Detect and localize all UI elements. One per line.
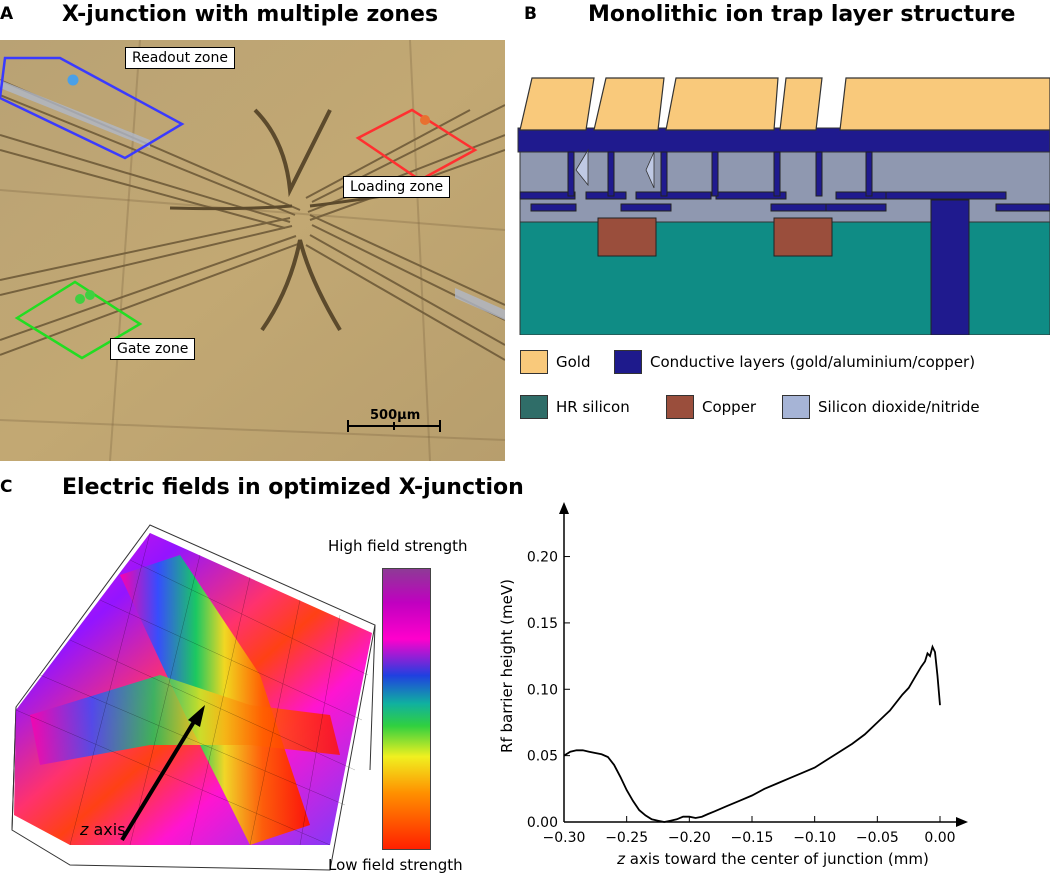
y-tick-label: 0.20 — [527, 550, 558, 566]
legend-gold-label: Gold — [556, 353, 591, 371]
gold-swatch — [520, 350, 548, 374]
loading-ion — [420, 115, 430, 125]
gate-ion-2 — [85, 290, 95, 300]
z-axis-label-rest: axis — [88, 820, 126, 839]
gate-zone-box — [14, 280, 143, 360]
chart-svg: −0.30 −0.25 −0.20 −0.15 −0.10 −0.05 0.00 0.00 0.… — [498, 502, 968, 868]
panel-b-letter: B — [524, 4, 537, 24]
x-axis-label-italic: z — [616, 850, 626, 868]
panel-a-title: X-junction with multiple zones — [62, 2, 439, 27]
x-tick-label: −0.10 — [793, 830, 836, 846]
y-axis-label: Rf barrier height (meV) — [498, 579, 516, 753]
legend-hr-silicon: HR silicon — [520, 395, 630, 419]
gate-zone-label: Gate zone — [110, 338, 196, 360]
colorbar-low-label: Low field strength — [328, 856, 463, 874]
z-axis-label-italic: z — [80, 820, 89, 839]
loading-zone-box — [355, 108, 478, 182]
gold-electrode-1 — [519, 77, 595, 131]
copper-swatch — [666, 395, 694, 419]
legend-hr-silicon-label: HR silicon — [556, 398, 630, 416]
colorbar-high-label: High field strength — [328, 537, 468, 555]
legend-gold: Gold — [520, 350, 591, 374]
y-tick-label: 0.00 — [527, 815, 558, 831]
x-axis-label-rest: axis toward the center of junction (mm) — [625, 850, 929, 868]
panel-a-letter: A — [0, 4, 14, 24]
x-tick-label: −0.05 — [856, 830, 899, 846]
readout-ion — [67, 74, 79, 86]
copper-block-1 — [597, 217, 657, 257]
z-axis-arrow — [120, 718, 197, 842]
x-tick-label: −0.15 — [731, 830, 774, 846]
copper-block-2 — [773, 217, 833, 257]
barrier-height-chart: −0.30 −0.25 −0.20 −0.15 −0.10 −0.05 0.00 0.00 0.… — [490, 500, 1050, 881]
y-axis-arrowhead — [559, 502, 569, 514]
panel-c-letter: C — [0, 477, 13, 497]
hr-silicon-swatch — [520, 395, 548, 419]
x-axis-label: z axis toward the center of junction (mm… — [616, 850, 929, 868]
layer-stack-diagram — [516, 70, 1050, 336]
panel-c-title: Electric fields in optimized X-junction — [62, 475, 524, 500]
y-tick-label: 0.15 — [527, 616, 558, 632]
x-axis-arrowhead — [956, 817, 968, 827]
top-conductive-layer — [517, 127, 1050, 153]
legend-copper: Copper — [666, 395, 756, 419]
z-axis-label: z axis — [80, 820, 126, 839]
y-tick-label: 0.10 — [527, 682, 558, 698]
panel-b-title: Monolithic ion trap layer structure — [588, 2, 1016, 27]
legend-conductive-label: Conductive layers (gold/aluminium/copper… — [650, 353, 976, 371]
readout-zone-box — [0, 56, 185, 160]
x-tick-label: 0.00 — [924, 830, 955, 846]
legend-conductive: Conductive layers (gold/aluminium/copper… — [614, 350, 975, 374]
legend-copper-label: Copper — [702, 398, 757, 416]
legend-sio2: Silicon dioxide/nitride — [782, 395, 980, 419]
legend-sio2-label: Silicon dioxide/nitride — [818, 398, 980, 416]
x-tick-label: −0.25 — [605, 830, 648, 846]
sio2-swatch — [782, 395, 810, 419]
rf-barrier-series-line — [563, 644, 941, 823]
gate-ion-1 — [75, 294, 85, 304]
conductive-swatch — [614, 350, 642, 374]
loading-zone-label: Loading zone — [343, 176, 451, 198]
x-tick-label: −0.30 — [543, 830, 586, 846]
y-tick-label: 0.05 — [527, 749, 558, 765]
x-tick-label: −0.20 — [668, 830, 711, 846]
microscope-image — [0, 40, 505, 461]
field-surface-plot — [0, 515, 380, 881]
chip-photo — [0, 40, 505, 461]
colorbar — [382, 568, 431, 850]
scale-bar-label: 500µm — [370, 408, 421, 423]
readout-zone-label: Readout zone — [125, 47, 235, 69]
